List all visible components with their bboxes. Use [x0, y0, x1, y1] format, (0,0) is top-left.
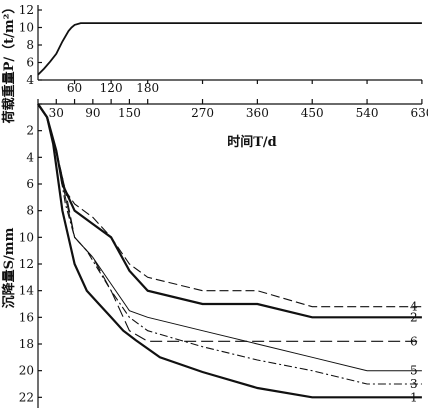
- time-tick-label: 90: [85, 106, 100, 120]
- settlement-tick-label: 20: [19, 364, 34, 378]
- series-label-5: 5: [410, 364, 418, 378]
- settlement-ticks: 2 4 6 8 10 12 14 16 18 20 22: [19, 103, 42, 404]
- settlement-y-axis-label: 沉降量S/mm: [1, 227, 17, 308]
- time-tick-label: 360: [246, 106, 269, 120]
- series-label-6: 6: [410, 334, 418, 348]
- settlement-tick-label: 16: [19, 310, 34, 324]
- load-y-tick-label: 8: [26, 38, 34, 52]
- load-y-tick-label: 6: [26, 56, 34, 70]
- time-tick-label: 180: [136, 81, 159, 95]
- settlement-tick-label: 10: [19, 230, 34, 244]
- load-series: [37, 22, 422, 76]
- time-axis-label: 时间T/d: [227, 134, 277, 150]
- time-tick-label: 150: [118, 106, 141, 120]
- series-label-1: 1: [410, 390, 418, 404]
- settlement-curve-4: [37, 103, 422, 308]
- time-tick-label: 450: [301, 106, 324, 120]
- load-y-axis-label: 荷载重量P/（t/m²）: [1, 1, 17, 125]
- series-label-4: 4: [410, 300, 418, 314]
- load-curve: [37, 22, 422, 76]
- load-y-tick-label: 4: [26, 73, 34, 87]
- load-y-tick-label: 12: [19, 3, 34, 17]
- settlement-curve-6: [37, 103, 422, 342]
- time-tick-label: 30: [49, 106, 64, 120]
- settlement-tick-label: 18: [19, 337, 34, 351]
- series-label-3: 3: [410, 377, 418, 391]
- load-chart: 4 6 8 10 12 荷载重量P/（t/m²）: [1, 1, 422, 125]
- time-tick-label: 630: [410, 106, 428, 120]
- settlement-tick-label: 2: [26, 124, 34, 138]
- time-tick-label: 60: [67, 81, 82, 95]
- settlement-tick-label: 4: [26, 150, 34, 164]
- settlement-tick-label: 6: [26, 177, 34, 191]
- settlement-chart: 306090120150180270360450540630 246810121…: [1, 80, 428, 408]
- load-y-tick-label: 10: [19, 21, 34, 35]
- time-tick-label: 540: [356, 106, 379, 120]
- settlement-curve-1: [37, 103, 422, 399]
- load-y-ticks: 4 6 8 10 12: [19, 3, 42, 87]
- time-tick-label: 270: [191, 106, 214, 120]
- settlement-tick-label: 8: [26, 204, 34, 218]
- settlement-tick-label: 14: [19, 284, 35, 298]
- time-tick-label: 120: [100, 81, 123, 95]
- settlement-series: [37, 103, 422, 399]
- settlement-tick-label: 12: [19, 257, 34, 271]
- series-label-2: 2: [410, 310, 418, 324]
- series-labels: 1 2 3 4 5 6: [410, 300, 418, 405]
- settlement-tick-label: 22: [19, 390, 34, 404]
